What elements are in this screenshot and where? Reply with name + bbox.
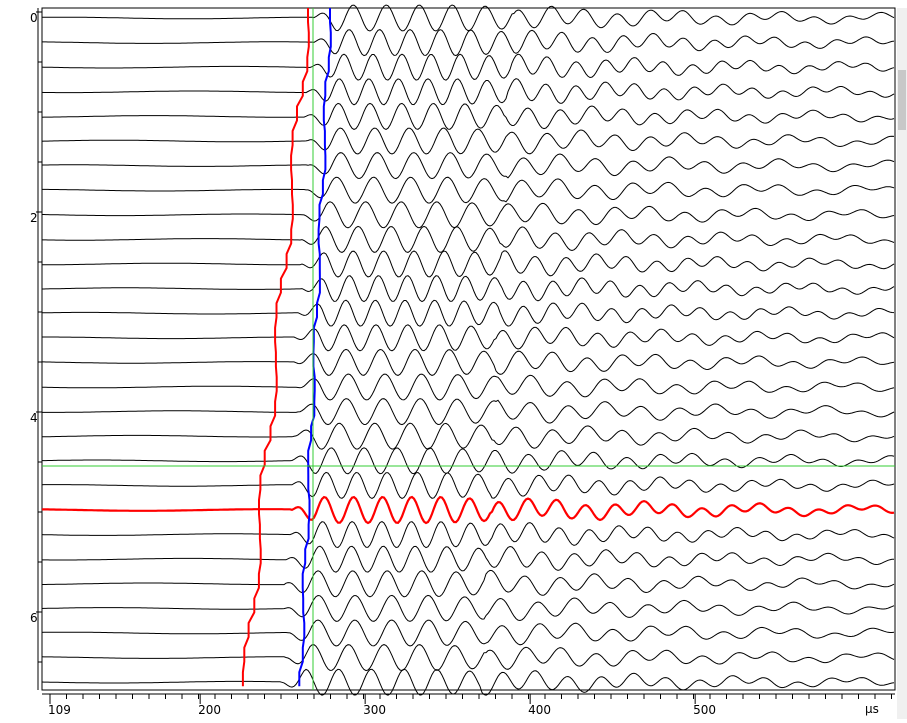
trace <box>41 102 895 130</box>
trace <box>42 545 894 573</box>
x-tick-label: 400 <box>528 703 551 717</box>
trace <box>41 127 895 155</box>
trace <box>41 644 895 672</box>
trace <box>42 4 895 32</box>
x-unit: μs <box>865 702 879 716</box>
trace <box>42 299 895 327</box>
pick-line <box>241 8 310 687</box>
trace <box>42 250 895 278</box>
x-tick-label: 109 <box>48 703 71 717</box>
x-tick-label: 500 <box>693 703 716 717</box>
y-tick-label: 4 <box>30 411 38 425</box>
trace <box>42 447 895 475</box>
trace <box>41 521 895 549</box>
trace <box>41 53 895 81</box>
trace <box>42 176 895 204</box>
plot-frame <box>41 7 896 691</box>
trace <box>42 201 895 229</box>
x-tick-label: 200 <box>198 703 221 717</box>
trace <box>42 324 895 352</box>
trace <box>42 29 895 57</box>
trace <box>41 422 895 450</box>
highlight-trace <box>42 495 895 525</box>
trace <box>41 594 895 622</box>
trace <box>42 348 895 376</box>
trace <box>42 398 895 426</box>
y-tick-label: 0 <box>30 11 38 25</box>
x-tick-label: 300 <box>363 703 386 717</box>
trace <box>41 78 895 106</box>
trace <box>42 569 895 598</box>
trace <box>41 619 895 647</box>
trace <box>41 668 895 696</box>
pick-line <box>298 8 332 687</box>
trace <box>41 471 895 499</box>
y-tick-label: 2 <box>30 211 38 225</box>
trace <box>42 275 895 303</box>
trace <box>42 152 895 180</box>
trace <box>42 225 895 253</box>
y-tick-label: 6 <box>30 611 38 625</box>
trace <box>42 373 895 401</box>
scrollbar[interactable] <box>897 8 907 719</box>
scrollbar-thumb[interactable] <box>898 70 906 130</box>
